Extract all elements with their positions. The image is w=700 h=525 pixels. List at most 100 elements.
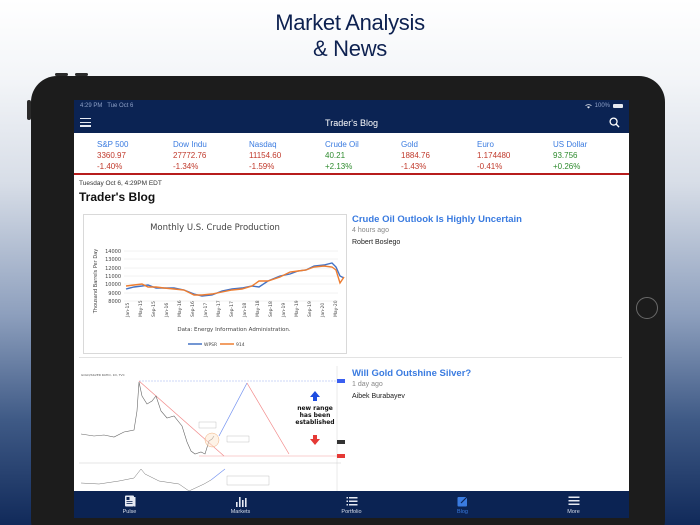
timestamp: Tuesday Oct 6, 4:29PM EDT — [79, 180, 162, 187]
svg-text:Jan-15: Jan-15 — [125, 303, 131, 318]
tab-label: Markets — [230, 508, 251, 515]
article-author: Aibek Burabayev — [352, 393, 405, 400]
ticker-value: 1.174480 — [477, 151, 511, 160]
article-time: 1 day ago — [352, 381, 383, 388]
svg-text:10000: 10000 — [105, 282, 121, 288]
ticker-value: 40.21 — [325, 151, 346, 160]
svg-text:13000: 13000 — [105, 257, 121, 263]
svg-text:May-15: May-15 — [138, 300, 144, 317]
tab-bar: Pulse Markets Portfolio Blog — [74, 491, 629, 518]
ticker-dow[interactable]: Dow Indu 27772.76 -1.34% — [173, 139, 249, 173]
gold-silver-chart: GOLD/SILVER RATIO, 1D, TVC — [79, 366, 349, 496]
battery-icon — [613, 104, 623, 108]
volume-button — [55, 73, 68, 76]
ticker-change: -1.40% — [97, 162, 123, 171]
nav-bar: Trader's Blog — [74, 112, 629, 133]
search-icon[interactable] — [609, 117, 620, 128]
ticker-change: -1.59% — [249, 162, 275, 171]
svg-text:14000: 14000 — [105, 249, 121, 255]
svg-text:12000: 12000 — [105, 266, 121, 272]
ticker-nasdaq[interactable]: Nasdaq 11154.60 -1.59% — [249, 139, 325, 173]
svg-text:Jan-19: Jan-19 — [281, 303, 287, 318]
svg-text:Thousand Barrels Per Day: Thousand Barrels Per Day — [93, 249, 99, 315]
article-title[interactable]: Will Gold Outshine Silver? — [352, 368, 472, 379]
nav-title: Trader's Blog — [325, 117, 378, 128]
ticker-name: Dow Indu — [173, 140, 207, 149]
svg-text:914: 914 — [236, 342, 245, 348]
status-date: Tue Oct 6 — [107, 103, 134, 109]
volume-button — [75, 73, 88, 76]
svg-text:May-20: May-20 — [333, 300, 339, 317]
menu-icon — [568, 496, 579, 505]
ticker-gold[interactable]: Gold 1884.76 -1.43% — [401, 139, 477, 173]
ticker-name: Euro — [477, 140, 494, 149]
tab-portfolio[interactable]: Portfolio — [296, 491, 407, 518]
wifi-icon — [584, 103, 592, 108]
ticker-change: -0.41% — [477, 162, 503, 171]
article-title[interactable]: Crude Oil Outlook Is Highly Uncertain — [352, 214, 522, 225]
article-card[interactable]: Monthly U.S. Crude Production Thousand B… — [79, 208, 622, 358]
ticker-crude-oil[interactable]: Crude Oil 40.21 +2.13% — [325, 139, 401, 173]
ticker-euro[interactable]: Euro 1.174480 -0.41% — [477, 139, 553, 173]
tab-label: More — [567, 508, 580, 515]
home-button[interactable] — [636, 297, 658, 319]
tab-blog[interactable]: Blog — [407, 491, 518, 518]
side-button — [27, 100, 31, 120]
crude-production-chart: Monthly U.S. Crude Production Thousand B… — [83, 214, 347, 354]
ticker-name: Nasdaq — [249, 140, 277, 149]
ticker-value: 27772.76 — [173, 151, 207, 160]
ticker-strip: S&P 500 3360.97 -1.40% Dow Indu 27772.76… — [74, 133, 629, 175]
ratio-chart: GOLD/SILVER RATIO, 1D, TVC — [79, 366, 345, 496]
svg-text:Jan-18: Jan-18 — [242, 303, 248, 318]
svg-text:Jan-17: Jan-17 — [203, 303, 209, 318]
svg-text:Sep-17: Sep-17 — [229, 301, 235, 317]
status-bar: 4:29 PM Tue Oct 6 100% — [74, 100, 629, 112]
promo-line-1: Market Analysis — [275, 10, 425, 35]
svg-text:Jan-20: Jan-20 — [320, 303, 326, 318]
svg-text:May-19: May-19 — [294, 300, 300, 317]
newspaper-icon — [124, 495, 135, 506]
ticker-change: -1.34% — [173, 162, 199, 171]
ticker-name: S&P 500 — [97, 140, 129, 149]
svg-text:GOLD/SILVER RATIO, 1D, TVC: GOLD/SILVER RATIO, 1D, TVC — [81, 373, 125, 377]
svg-text:May-18: May-18 — [255, 300, 261, 317]
svg-text:new range: new range — [297, 405, 333, 412]
list-icon — [346, 496, 357, 505]
tab-more[interactable]: More — [518, 491, 629, 518]
ticker-change: +0.26% — [553, 162, 581, 171]
article-author: Robert Boslego — [352, 239, 401, 246]
svg-text:Sep-15: Sep-15 — [151, 301, 157, 317]
article-text: Will Gold Outshine Silver? 1 day ago Aib… — [352, 368, 622, 400]
hamburger-icon[interactable] — [80, 118, 91, 127]
article-card[interactable]: GOLD/SILVER RATIO, 1D, TVC — [79, 362, 622, 502]
ticker-value: 1884.76 — [401, 151, 430, 160]
status-time: 4:29 PM — [80, 103, 103, 109]
ticker-value: 11154.60 — [249, 151, 282, 160]
svg-text:May-16: May-16 — [177, 300, 183, 317]
svg-text:Sep-19: Sep-19 — [307, 301, 313, 317]
tab-pulse[interactable]: Pulse — [74, 491, 185, 518]
svg-text:8000: 8000 — [108, 299, 121, 305]
ticker-us-dollar[interactable]: US Dollar 93.756 +0.26% — [553, 139, 629, 173]
app-screen: 4:29 PM Tue Oct 6 100% Trader's Blog S&P… — [74, 100, 629, 518]
article-text: Crude Oil Outlook Is Highly Uncertain 4 … — [352, 214, 622, 246]
svg-text:has been: has been — [300, 412, 331, 419]
svg-text:WPSR: WPSR — [204, 342, 217, 348]
bar-chart-icon — [235, 496, 247, 507]
tab-markets[interactable]: Markets — [185, 491, 296, 518]
ticker-name: Crude Oil — [325, 140, 359, 149]
svg-text:May-17: May-17 — [216, 300, 222, 317]
battery-percent: 100% — [594, 103, 610, 109]
svg-text:11000: 11000 — [105, 274, 121, 280]
promo-heading: Market Analysis & News — [0, 10, 700, 62]
svg-text:Data: Energy Information Admin: Data: Energy Information Administration. — [177, 327, 291, 333]
svg-text:established: established — [295, 419, 334, 426]
edit-icon — [457, 494, 469, 506]
ticker-sp500[interactable]: S&P 500 3360.97 -1.40% — [97, 139, 173, 173]
ticker-name: US Dollar — [553, 140, 588, 149]
ticker-value: 3360.97 — [97, 151, 126, 160]
page-title: Trader's Blog — [79, 190, 156, 204]
ticker-change: +2.13% — [325, 162, 353, 171]
tab-label: Pulse — [122, 508, 137, 515]
ticker-value: 93.756 — [553, 151, 578, 160]
